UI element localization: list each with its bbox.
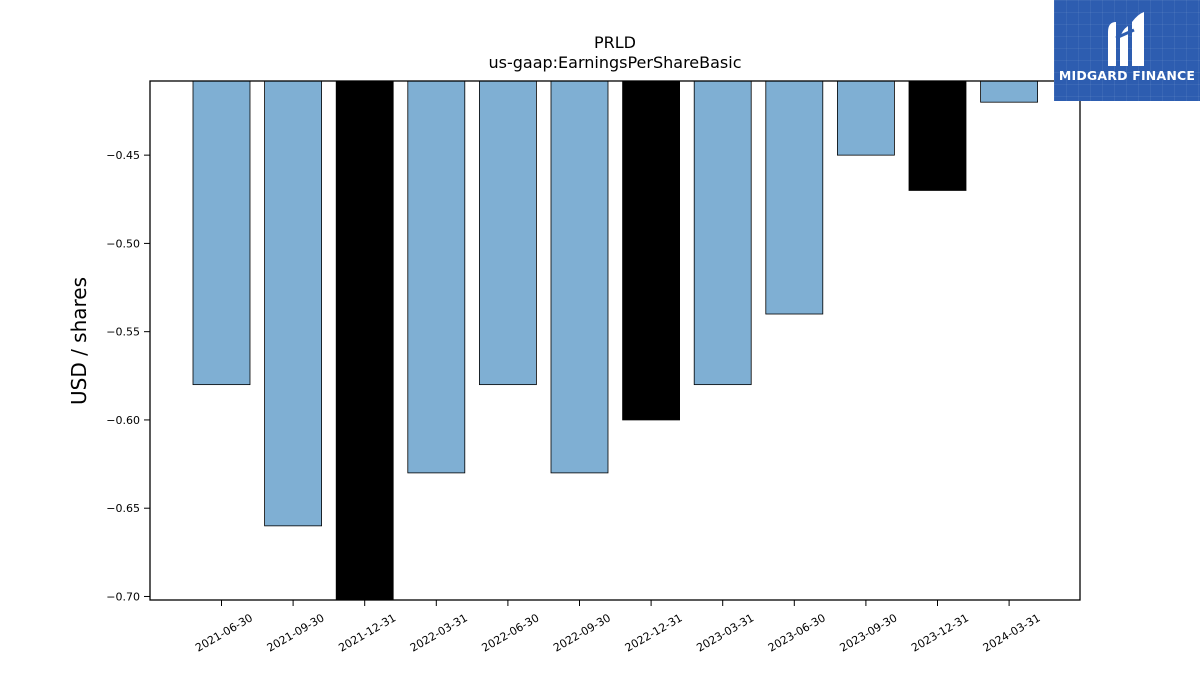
bar-2023-12-31 bbox=[908, 80, 967, 191]
x-tick-label: 2023-09-30 bbox=[838, 611, 900, 654]
x-tick-label: 2023-12-31 bbox=[909, 611, 971, 654]
bar-2021-12-31 bbox=[335, 80, 394, 601]
bar-2024-03-31 bbox=[980, 80, 1038, 103]
x-tick-label: 2023-06-30 bbox=[766, 611, 828, 654]
x-tick-label: 2024-03-31 bbox=[981, 611, 1043, 654]
x-tick-label: 2021-06-30 bbox=[193, 611, 255, 654]
x-tick-label: 2022-12-31 bbox=[623, 611, 685, 654]
x-tick-label: 2022-06-30 bbox=[480, 611, 542, 654]
brand-logo: MIDGARD FINANCE bbox=[1054, 0, 1200, 101]
chart-subtitle: us-gaap:EarningsPerShareBasic bbox=[488, 53, 741, 72]
bar-2023-06-30 bbox=[765, 80, 824, 315]
x-tick-label: 2021-12-31 bbox=[336, 611, 398, 654]
bar-2022-09-30 bbox=[550, 80, 609, 474]
bar-2022-12-31 bbox=[622, 80, 680, 421]
x-tick-label: 2023-03-31 bbox=[694, 611, 756, 654]
y-tick-label: −0.55 bbox=[106, 326, 140, 339]
y-tick-label: −0.60 bbox=[106, 414, 140, 427]
y-axis-label: USD / shares bbox=[67, 277, 91, 405]
y-axis-ticks: −0.45 −0.50 −0.55 −0.60 −0.65 −0.70 bbox=[106, 149, 150, 603]
y-tick-label: −0.50 bbox=[106, 237, 140, 250]
bars-group bbox=[192, 80, 1038, 601]
plot-frame bbox=[149, 80, 1081, 601]
x-tick-label: 2021-09-30 bbox=[265, 611, 327, 654]
bar-2023-09-30 bbox=[837, 80, 895, 156]
midgard-logo-icon bbox=[1108, 12, 1144, 66]
bar-2021-09-30 bbox=[264, 80, 323, 527]
chart-title: PRLD bbox=[594, 33, 636, 52]
bar-2022-03-31 bbox=[407, 80, 466, 474]
brand-name: MIDGARD FINANCE bbox=[1058, 68, 1196, 83]
y-tick-label: −0.45 bbox=[106, 149, 140, 162]
y-tick-label: −0.65 bbox=[106, 502, 140, 515]
x-axis-ticks: 2021-06-30 2021-09-30 2021-12-31 2022-03-31… bbox=[193, 600, 1043, 655]
x-tick-label: 2022-03-31 bbox=[408, 611, 470, 654]
bar-2022-06-30 bbox=[478, 80, 537, 386]
y-tick-label: −0.70 bbox=[106, 590, 140, 603]
x-tick-label: 2022-09-30 bbox=[551, 611, 613, 654]
bar-2021-06-30 bbox=[192, 80, 251, 386]
bar-2023-03-31 bbox=[693, 80, 752, 386]
